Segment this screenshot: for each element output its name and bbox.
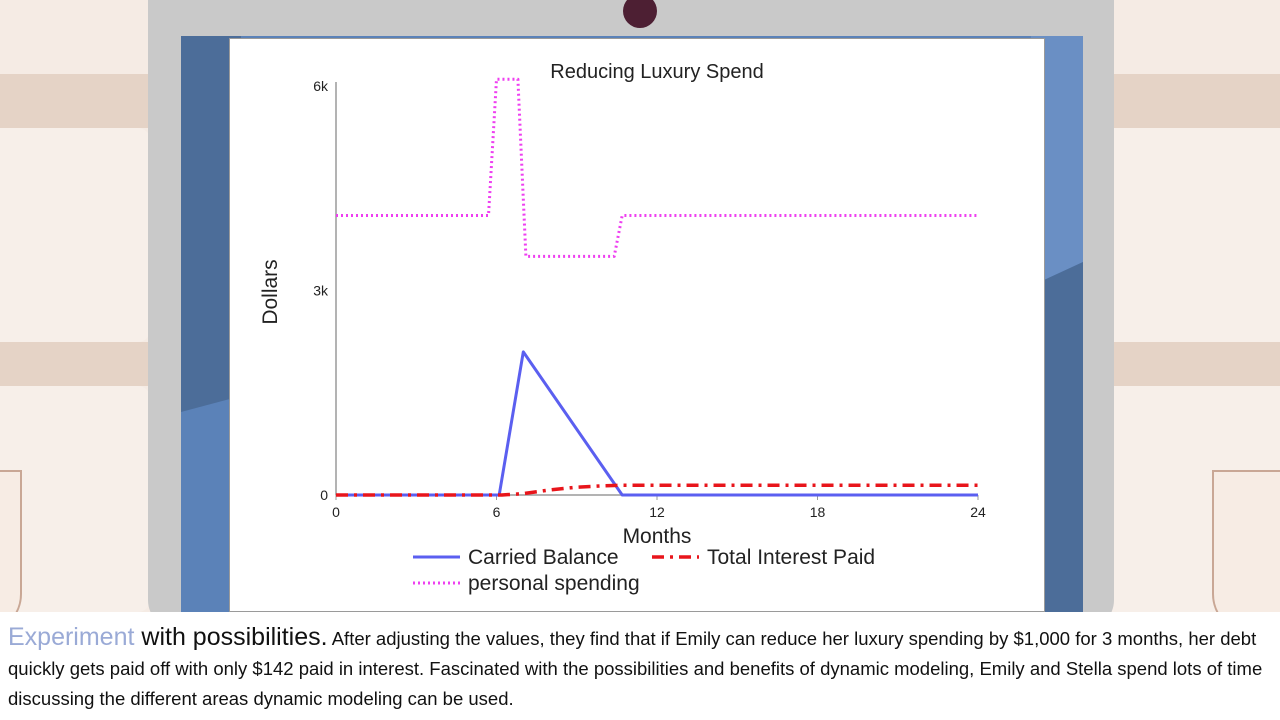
y-tick-label: 0 [320, 487, 328, 503]
x-tick-label: 12 [649, 504, 665, 520]
legend-label: Carried Balance [468, 546, 619, 569]
y-tick-group: 0 3k 6k [313, 78, 329, 503]
x-tick-label: 24 [970, 504, 986, 520]
x-axis-label: Months [623, 525, 692, 548]
wall-panel [0, 128, 150, 342]
series-line-2 [336, 77, 978, 258]
line-chart: Reducing Luxury Spend 0 3k 6k 0 6 12 18 24 Mon… [259, 61, 986, 595]
caption-accent-word: Experiment [8, 623, 135, 651]
chart-legend: Carried Balance Total Interest Paid person… [413, 546, 875, 595]
background-scene: Reducing Luxury Spend 0 3k 6k 0 6 12 18 24 Mon… [0, 0, 1280, 612]
series-group [336, 77, 978, 497]
wall-panel [0, 386, 150, 612]
caption-body: After adjusting the values, they find th… [8, 628, 1263, 709]
caption-text: Experiment with possibilities. After adj… [8, 622, 1274, 714]
chart-title: Reducing Luxury Spend [550, 61, 763, 83]
caption-lead: with possibilities. [134, 623, 328, 651]
mug-right [1212, 470, 1280, 612]
y-axis-label: Dollars [259, 259, 282, 324]
x-tick-label: 18 [810, 504, 826, 520]
y-tick-label: 3k [313, 283, 329, 299]
y-tick-label: 6k [313, 78, 329, 94]
wall-panel [1112, 128, 1280, 342]
legend-label: Total Interest Paid [707, 546, 875, 569]
series-line-0 [336, 350, 978, 497]
x-tick-group: 0 6 12 18 24 [332, 495, 986, 520]
mug-left [0, 470, 22, 612]
x-tick-label: 6 [493, 504, 501, 520]
legend-label: personal spending [468, 572, 640, 595]
series-line-1 [336, 483, 978, 497]
webcam-dot [623, 0, 657, 28]
x-tick-label: 0 [332, 504, 340, 520]
chart-panel: Reducing Luxury Spend 0 3k 6k 0 6 12 18 24 Mon… [229, 38, 1045, 612]
